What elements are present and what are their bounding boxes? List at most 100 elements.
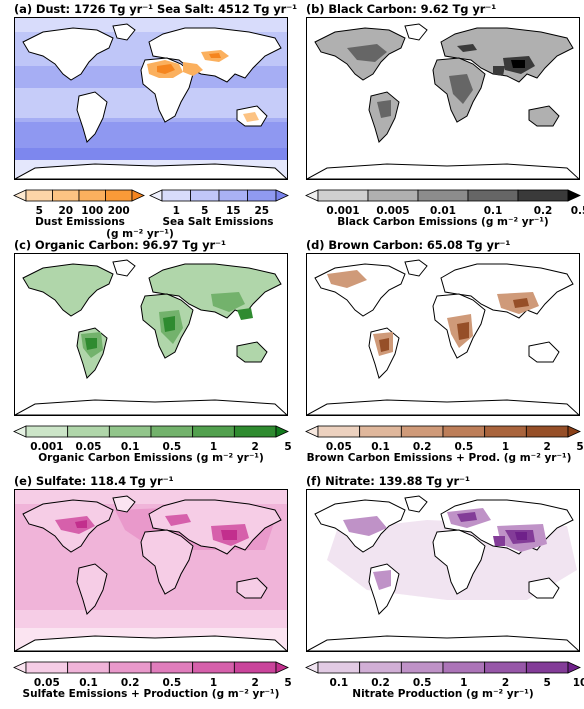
colorbar-nitrate [305, 661, 581, 674]
colorbar-label-black-carbon: Black Carbon Emissions (g m⁻² yr⁻¹) [337, 216, 549, 228]
colorbar-ticks-black-carbon: 0.001 0.005 0.01 0.1 0.2 0.5 [306, 205, 584, 217]
colorbar-segment [484, 425, 527, 438]
panel-title: (d) Brown Carbon: 65.08 Tg yr⁻¹ [306, 238, 511, 252]
colorbar-segment [78, 189, 106, 202]
colorbar-tick-label: 1 [209, 441, 218, 453]
panel-d-brown-carbon: (d) Brown Carbon: 65.08 Tg yr⁻¹ [292, 236, 584, 472]
colorbar-tick-label: 5 [543, 677, 551, 689]
colorbar-tick-label: 200 [107, 205, 130, 217]
colorbar-tick-label: 5 [35, 205, 43, 217]
colorbar-tick-label: 0.001 [30, 441, 64, 453]
colorbar-label-dust: Dust Emissions [35, 216, 125, 228]
colorbar-segment [161, 189, 191, 202]
colorbar-tick-label: 1 [209, 677, 218, 689]
colorbar-segment [52, 189, 80, 202]
colorbar-tick-label: 25 [254, 205, 270, 217]
colorbar-segment [25, 661, 69, 674]
colorbar-tick-label: 15 [225, 205, 241, 217]
colorbar-ticks-seasalt: 1 5 15 25 [150, 205, 288, 217]
colorbar-ticks-sulfate: 0.05 0.1 0.2 0.5 1 2 5 [14, 677, 292, 689]
colorbar-dust [13, 189, 145, 202]
panel-f-nitrate: (f) Nitrate: 139.88 Tg yr⁻¹ [292, 472, 584, 708]
colorbar-left-arrow [13, 661, 27, 674]
colorbar-tick-label: 0.01 [430, 205, 456, 217]
colorbar-segment [190, 189, 220, 202]
colorbar-segment [192, 661, 235, 674]
colorbar-segment [150, 661, 194, 674]
colorbar-tick-label: 0.5 [454, 441, 474, 453]
panel-b-black-carbon: (b) Black Carbon: 9.62 Tg yr⁻¹ [292, 0, 584, 236]
colorbar-tick-label: 0.2 [533, 205, 553, 217]
colorbar-tick-label: 2 [251, 677, 259, 689]
colorbar-segment [150, 425, 194, 438]
colorbar-segment [218, 189, 248, 202]
colorbar-tick-label: 0.2 [120, 677, 140, 689]
colorbar-tick-label: 100 [81, 205, 104, 217]
colorbar-segment [417, 189, 469, 202]
colorbar-right-arrow [131, 189, 145, 202]
map-organic-carbon [14, 253, 288, 416]
colorbar-tick-label: 0.2 [412, 441, 432, 453]
colorbar-tick-label: 0.5 [412, 677, 432, 689]
colorbar-tick-label: 0.05 [325, 441, 352, 453]
colorbar-tick-label: 0.1 [371, 441, 390, 453]
colorbar-ticks-brown-carbon: 0.05 0.1 0.2 0.5 1 2 5 [306, 441, 584, 453]
colorbar-tick-label: 5 [576, 441, 584, 453]
panel-title: (c) Organic Carbon: 96.97 Tg yr⁻¹ [14, 238, 226, 252]
colorbar-right-arrow [275, 425, 289, 438]
colorbar-tick-label: 5 [284, 441, 292, 453]
colorbar-tick-label: 10 [572, 677, 584, 689]
colorbar-segment [247, 189, 277, 202]
colorbar-segment [317, 425, 361, 438]
colorbar-right-arrow [567, 661, 581, 674]
colorbar-tick-label: 1 [501, 441, 510, 453]
colorbar-segment [484, 661, 527, 674]
colorbar-segment [517, 189, 569, 202]
colorbar-segment [400, 425, 444, 438]
colorbar-tick-label: 1 [460, 677, 468, 689]
panel-a-dust-seasalt: (a) Dust: 1726 Tg yr⁻¹ Sea Salt: 4512 Tg… [0, 0, 297, 240]
colorbar-label-brown-carbon: Brown Carbon Emissions + Prod. (g m⁻² yr… [306, 452, 572, 464]
colorbar-segment [233, 661, 277, 674]
panel-e-sulfate: (e) Sulfate: 118.4 Tg yr⁻¹ [0, 472, 292, 708]
map-nitrate [306, 489, 580, 652]
colorbar-tick-label: 2 [501, 677, 510, 689]
colorbar-left-arrow [13, 189, 27, 202]
colorbar-left-arrow [13, 425, 27, 438]
colorbar-brown-carbon [305, 425, 581, 438]
colorbar-seasalt [149, 189, 289, 202]
colorbar-segment [108, 661, 152, 674]
colorbar-ticks-dust: 5 20 100 200 [14, 205, 144, 217]
colorbar-tick-label: 0.005 [376, 205, 410, 217]
colorbar-tick-label: 0.5 [162, 677, 182, 689]
panel-title: (a) Dust: 1726 Tg yr⁻¹ Sea Salt: 4512 Tg… [14, 2, 298, 16]
colorbar-tick-label: 1 [172, 205, 180, 217]
panel-title: (e) Sulfate: 118.4 Tg yr⁻¹ [14, 474, 174, 488]
colorbar-segment [442, 661, 486, 674]
panel-title: (f) Nitrate: 139.88 Tg yr⁻¹ [306, 474, 470, 488]
colorbar-tick-label: 2 [251, 441, 259, 453]
colorbar-tick-label: 0.1 [483, 205, 503, 217]
colorbar-units: (g m⁻² yr⁻¹) [106, 228, 174, 240]
colorbar-label-sulfate: Sulfate Emissions + Production (g m⁻² yr… [22, 688, 280, 700]
colorbar-tick-label: 0.05 [33, 677, 60, 689]
colorbar-tick-label: 0.1 [79, 677, 98, 689]
colorbar-left-arrow [305, 425, 319, 438]
colorbar-segment [442, 425, 486, 438]
colorbar-left-arrow [305, 189, 319, 202]
colorbar-left-arrow [305, 661, 319, 674]
colorbar-segment [467, 189, 519, 202]
panel-c-organic-carbon: (c) Organic Carbon: 96.97 Tg yr⁻¹ [0, 236, 292, 472]
colorbar-tick-label: 20 [58, 205, 74, 217]
colorbar-segment [67, 661, 110, 674]
colorbar-tick-label: 2 [543, 441, 551, 453]
colorbar-segment [400, 661, 444, 674]
colorbar-tick-label: 0.5 [570, 205, 584, 217]
colorbar-label-nitrate: Nitrate Production (g m⁻² yr⁻¹) [352, 688, 534, 700]
colorbar-segment [105, 189, 133, 202]
colorbar-tick-label: 5 [284, 677, 292, 689]
colorbar-segment [367, 189, 419, 202]
colorbar-tick-label: 0.05 [75, 441, 102, 453]
colorbar-right-arrow [567, 189, 581, 202]
colorbar-tick-label: 0.5 [162, 441, 182, 453]
